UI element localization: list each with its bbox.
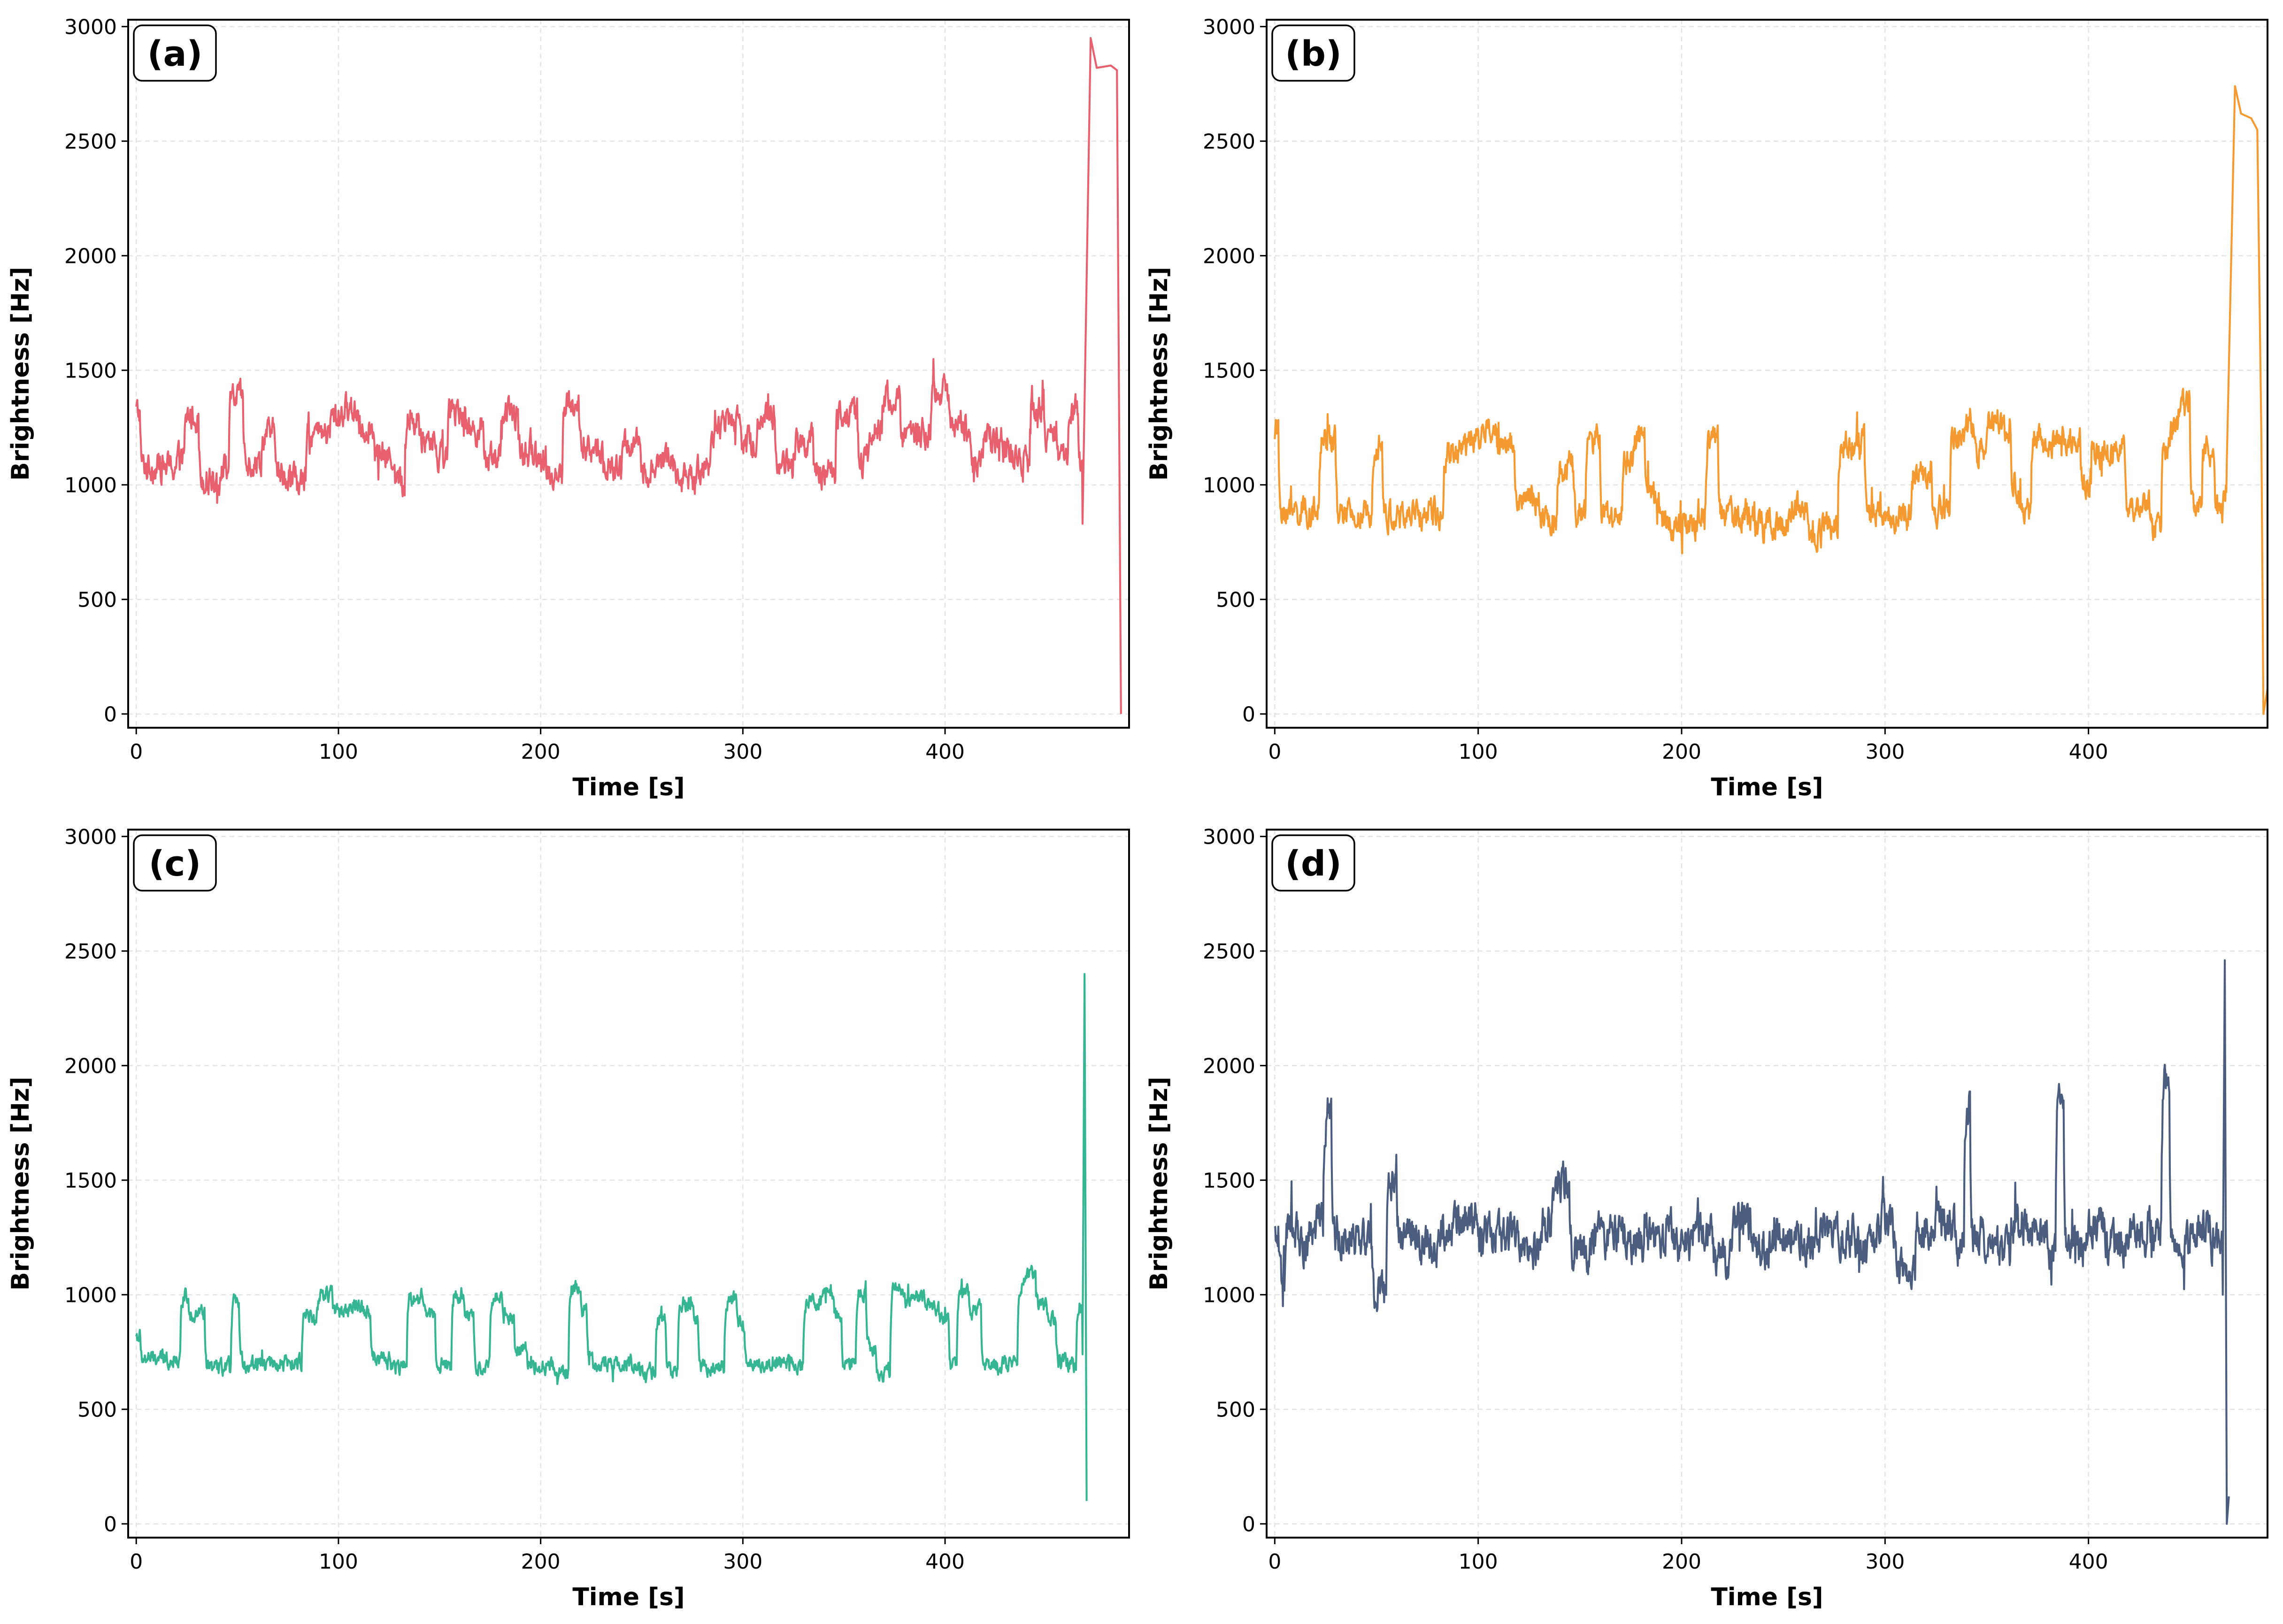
- x-tick-label: 300: [723, 740, 762, 764]
- y-tick-label: 1000: [64, 474, 117, 498]
- panel-d: 0 100 200 300 400 0 500 1000 1500 2000 2500 3000 (d…: [1145, 825, 2268, 1611]
- y-tick-label: 2000: [64, 1054, 117, 1078]
- y-axis-label: Brightness [Hz]: [1145, 1077, 1173, 1291]
- x-tick-label: 100: [319, 740, 358, 764]
- x-tick-label: 0: [1268, 1550, 1281, 1574]
- x-tick-label: 100: [1459, 1550, 1498, 1574]
- y-tick-label: 1000: [1203, 1284, 1255, 1308]
- y-tick-label: 0: [1242, 703, 1255, 727]
- x-tick-label: 300: [1865, 740, 1905, 764]
- y-tick-label: 1000: [1203, 474, 1255, 498]
- x-tick-label: 0: [130, 1550, 143, 1574]
- data-series-line: [1274, 959, 2230, 1525]
- y-tick-label: 1000: [64, 1284, 117, 1308]
- y-tick-label: 2500: [64, 130, 117, 154]
- x-tick-label: 300: [1865, 1550, 1905, 1574]
- x-tick-label: 200: [1662, 740, 1701, 764]
- panel-label: (a): [147, 34, 203, 74]
- x-tick-label: 0: [1268, 740, 1281, 764]
- y-tick-label: 2000: [1203, 1054, 1255, 1078]
- plot-frame: [127, 19, 1130, 729]
- x-tick-label: 400: [925, 1550, 965, 1574]
- x-tick-label: 400: [925, 740, 965, 764]
- x-tick-label: 100: [319, 1550, 358, 1574]
- x-tick-label: 0: [130, 740, 143, 764]
- x-tick-label: 100: [1459, 740, 1498, 764]
- panel-label-badge: (c): [133, 834, 217, 892]
- data-series-line: [135, 37, 1122, 714]
- x-axis-label: Time [s]: [572, 1583, 684, 1611]
- panel-label-badge: (a): [133, 24, 217, 82]
- plot-frame: [1266, 829, 2268, 1539]
- x-axis-label: Time [s]: [1711, 773, 1823, 801]
- data-series-line: [1274, 85, 2269, 715]
- y-tick-label: 2000: [64, 245, 117, 269]
- y-tick-label: 3000: [1203, 15, 1255, 39]
- y-tick-label: 1500: [64, 359, 117, 383]
- y-tick-label: 500: [1216, 1398, 1255, 1422]
- panel-label: (b): [1285, 34, 1342, 74]
- y-axis-label: Brightness [Hz]: [7, 267, 35, 481]
- panel-label: (d): [1285, 844, 1342, 884]
- y-axis-label: Brightness [Hz]: [1145, 267, 1173, 481]
- y-tick-label: 0: [104, 1513, 117, 1537]
- y-tick-label: 2500: [1203, 940, 1255, 964]
- x-axis-label: Time [s]: [1711, 1583, 1823, 1611]
- y-tick-label: 0: [104, 703, 117, 727]
- y-tick-label: 500: [77, 1398, 117, 1422]
- panel-label: (c): [149, 844, 201, 884]
- y-tick-label: 2000: [1203, 245, 1255, 269]
- x-tick-label: 200: [521, 740, 561, 764]
- x-tick-label: 300: [723, 1550, 762, 1574]
- x-tick-label: 400: [2069, 740, 2108, 764]
- y-tick-label: 500: [77, 588, 117, 612]
- x-tick-label: 200: [1662, 1550, 1701, 1574]
- plot-frame: [1266, 19, 2268, 729]
- y-tick-label: 3000: [64, 15, 117, 39]
- x-tick-label: 200: [521, 1550, 561, 1574]
- y-tick-label: 3000: [64, 825, 117, 849]
- y-tick-label: 500: [1216, 588, 1255, 612]
- data-series-line: [135, 973, 1088, 1501]
- plot-frame: [127, 829, 1130, 1539]
- y-tick-label: 2500: [1203, 130, 1255, 154]
- y-tick-label: 1500: [64, 1169, 117, 1193]
- x-axis-label: Time [s]: [572, 773, 684, 801]
- panel-label-badge: (d): [1271, 834, 1355, 892]
- y-tick-label: 1500: [1203, 359, 1255, 383]
- panel-c: 0 100 200 300 400 0 500 1000 1500 2000 2500 3000 (c…: [7, 825, 1130, 1611]
- panel-label-badge: (b): [1271, 24, 1355, 82]
- y-tick-label: 1500: [1203, 1169, 1255, 1193]
- y-tick-label: 2500: [64, 940, 117, 964]
- y-tick-label: 0: [1242, 1513, 1255, 1537]
- y-tick-label: 3000: [1203, 825, 1255, 849]
- panel-a: 0 100 200 300 400 0 500 1000 1500 2000 2500 3000 (a…: [7, 15, 1130, 801]
- panel-b: 0 100 200 300 400 0 500 1000 1500 2000 2500 3000 (b…: [1145, 15, 2269, 801]
- x-tick-label: 400: [2069, 1550, 2108, 1574]
- y-axis-label: Brightness [Hz]: [7, 1077, 35, 1291]
